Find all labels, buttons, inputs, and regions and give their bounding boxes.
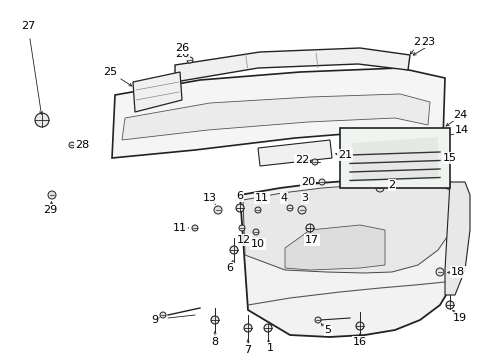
Circle shape — [445, 301, 453, 309]
Circle shape — [355, 322, 363, 330]
Text: 27: 27 — [21, 21, 35, 31]
Text: 4: 4 — [280, 193, 287, 203]
Text: 24: 24 — [452, 110, 466, 120]
Text: 20: 20 — [300, 177, 314, 187]
Text: 10: 10 — [250, 239, 264, 249]
Circle shape — [244, 324, 251, 332]
Text: 14: 14 — [454, 125, 468, 135]
Text: 18: 18 — [450, 267, 464, 277]
Text: 19: 19 — [452, 313, 466, 323]
Polygon shape — [112, 68, 444, 158]
Text: 17: 17 — [305, 235, 318, 245]
Text: 8: 8 — [211, 337, 218, 347]
Text: 21: 21 — [337, 150, 351, 160]
Circle shape — [214, 206, 222, 214]
Circle shape — [314, 317, 320, 323]
Polygon shape — [175, 48, 409, 82]
Text: 26: 26 — [175, 49, 189, 59]
Text: 28: 28 — [75, 140, 89, 150]
Text: 13: 13 — [203, 193, 217, 203]
Polygon shape — [243, 183, 455, 273]
Text: 6: 6 — [226, 263, 233, 273]
Circle shape — [239, 225, 244, 231]
Polygon shape — [351, 137, 437, 182]
Text: 12: 12 — [237, 235, 250, 245]
Circle shape — [264, 324, 271, 332]
Text: 1: 1 — [266, 343, 273, 353]
Text: 3: 3 — [301, 193, 308, 203]
Text: 23: 23 — [412, 37, 426, 47]
Text: 11: 11 — [254, 193, 268, 203]
Circle shape — [318, 179, 325, 185]
Circle shape — [254, 207, 261, 213]
Text: 22: 22 — [294, 155, 308, 165]
Text: 9: 9 — [151, 315, 158, 325]
Text: 6: 6 — [236, 191, 243, 201]
Circle shape — [160, 312, 165, 318]
Circle shape — [311, 159, 317, 165]
Text: 11: 11 — [173, 223, 186, 233]
Text: 29: 29 — [43, 205, 57, 215]
Text: 16: 16 — [352, 337, 366, 347]
Circle shape — [35, 113, 49, 127]
FancyBboxPatch shape — [339, 128, 449, 188]
Polygon shape — [444, 182, 469, 295]
Circle shape — [48, 191, 56, 199]
Circle shape — [286, 205, 292, 211]
Polygon shape — [240, 178, 461, 337]
Polygon shape — [133, 72, 182, 112]
Circle shape — [192, 225, 198, 231]
Text: 2: 2 — [387, 180, 395, 190]
Text: 25: 25 — [103, 67, 117, 77]
Circle shape — [69, 142, 75, 148]
Text: 26: 26 — [175, 43, 189, 53]
Text: 23: 23 — [420, 37, 434, 47]
Circle shape — [375, 184, 383, 192]
Polygon shape — [285, 225, 384, 270]
Circle shape — [435, 268, 443, 276]
Circle shape — [305, 224, 313, 232]
Text: 26: 26 — [175, 43, 189, 53]
Circle shape — [229, 246, 238, 254]
Circle shape — [186, 57, 193, 63]
Text: 7: 7 — [244, 345, 251, 355]
Text: 5: 5 — [324, 325, 331, 335]
Circle shape — [252, 229, 259, 235]
Circle shape — [297, 206, 305, 214]
Circle shape — [236, 204, 244, 212]
Circle shape — [210, 316, 219, 324]
Polygon shape — [258, 140, 331, 166]
Text: 15: 15 — [442, 153, 456, 163]
Polygon shape — [122, 94, 429, 140]
